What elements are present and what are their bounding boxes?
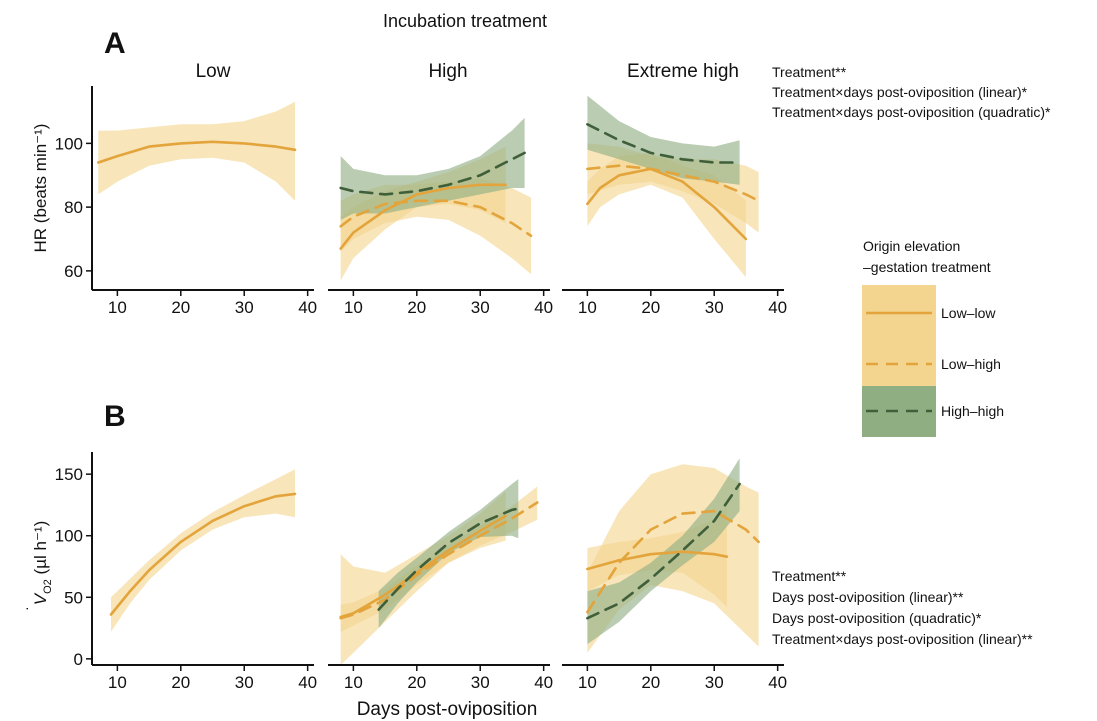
y-label-b-unit: (µl h⁻¹) (31, 521, 50, 575)
y-tick-label-60-a-low: 60 (64, 262, 83, 281)
x-tick-label-20-b-extreme-high: 20 (641, 673, 660, 692)
x-tick-label-40-b-low: 40 (298, 673, 317, 692)
stats-b-line-2: Days post-oviposition (linear)** (772, 589, 964, 605)
fit-line-low-high-b-high (339, 501, 539, 620)
fit-line-high-high-b-extreme-high (586, 482, 741, 620)
y-axis-label-panel-a: HR (beats min⁻¹) (31, 124, 50, 253)
fit-line-high-high-a-extreme-high (586, 123, 741, 164)
y-tick-label-50-b-low: 50 (64, 588, 83, 607)
ci-band-low-low-b-low (111, 469, 295, 632)
fit-line-low-low-b-low (109, 492, 297, 616)
x-tick-label-40-b-extreme-high: 40 (768, 673, 787, 692)
x-tick-label-30-b-extreme-high: 30 (705, 673, 724, 692)
subplot-b-high: 10 20 30 40 (328, 479, 553, 692)
x-tick-label-20-a-low: 20 (171, 298, 190, 317)
y-axis-label-panel-b: VO2 (µl h⁻¹) · (18, 521, 54, 611)
fit-line-low-low-a-high (339, 183, 507, 250)
legend-title-line-1: Origin elevation (863, 238, 960, 254)
x-tick-label-20-a-extreme-high: 20 (641, 298, 660, 317)
subplot-a-high: 10 20 30 40 (328, 117, 553, 317)
ci-band-low-low-a-low (98, 101, 295, 201)
legend: Origin elevation –gestation treatment Lo… (862, 238, 1004, 437)
x-tick-label-10-b-low: 10 (108, 673, 127, 692)
legend-label-low-low: Low–low (941, 305, 996, 321)
svg-text:VO2 (µl h⁻¹): VO2 (µl h⁻¹) (31, 521, 54, 605)
column-title-high: High (428, 61, 467, 82)
fit-line-low-low-b-high (339, 514, 507, 619)
stats-a-line-2: Treatment×days post-oviposition (linear)… (772, 84, 1028, 100)
stats-b-line-4: Treatment×days post-oviposition (linear)… (772, 631, 1033, 647)
stats-a-line-3: Treatment×days post-oviposition (quadrat… (772, 104, 1051, 120)
stats-b-line-3: Days post-oviposition (quadratic)* (772, 610, 982, 626)
x-tick-label-10-a-low: 10 (108, 298, 127, 317)
x-tick-label-10-a-high: 10 (344, 298, 363, 317)
legend-label-high-high: High–high (941, 403, 1004, 419)
y-tick-label-0-b-low: 0 (74, 650, 83, 669)
subplot-b-low: 10 20 30 40 0 50 100 150 (55, 452, 317, 692)
fit-line-low-high-a-high (339, 199, 533, 238)
y-tick-label-150-b-low: 150 (55, 465, 83, 484)
x-tick-label-20-b-low: 20 (171, 673, 190, 692)
x-tick-label-40-a-high: 40 (534, 298, 553, 317)
x-tick-label-40-a-extreme-high: 40 (768, 298, 787, 317)
y-label-b-subscript: O2 (42, 579, 54, 594)
x-tick-label-30-b-high: 30 (471, 673, 490, 692)
fit-line-high-high-b-high (377, 507, 520, 611)
y-tick-label-100-a-low: 100 (55, 134, 83, 153)
stats-panel-a: Treatment** Treatment×days post-oviposit… (772, 64, 1051, 120)
plot-area: 10 20 30 40 60 80 100 10 20 30 40 10 20 30 40 10 20 30 40 0… (55, 86, 787, 692)
x-tick-label-20-b-high: 20 (407, 673, 426, 692)
fit-line-low-low-a-low (97, 140, 297, 164)
x-tick-label-30-b-low: 30 (235, 673, 254, 692)
legend-swatch-low-high (862, 336, 936, 387)
x-tick-label-40-a-low: 40 (298, 298, 317, 317)
x-tick-label-40-b-high: 40 (534, 673, 553, 692)
ci-band-high-high-b-high (378, 479, 519, 629)
subplot-a-low: 10 20 30 40 60 80 100 (55, 86, 317, 317)
x-tick-label-10-a-extreme-high: 10 (578, 298, 597, 317)
column-title-extreme-high: Extreme high (627, 61, 739, 82)
fit-line-high-high-a-high (339, 151, 526, 196)
fit-line-low-low-b-extreme-high (586, 550, 729, 571)
stats-a-line-1: Treatment** (772, 64, 847, 80)
figure-top-title: Incubation treatment (383, 11, 547, 31)
subplot-b-extreme-high: 10 20 30 40 (562, 458, 787, 692)
x-tick-label-30-a-low: 30 (235, 298, 254, 317)
legend-label-low-high: Low–high (941, 356, 1001, 372)
x-tick-label-10-b-extreme-high: 10 (578, 673, 597, 692)
stats-b-line-1: Treatment** (772, 568, 847, 584)
v-dot-glyph: · (18, 606, 34, 611)
legend-title-line-2: –gestation treatment (863, 259, 991, 275)
fit-line-low-high-b-extreme-high (586, 509, 760, 614)
panel-letter-a: A (104, 27, 126, 60)
stats-panel-b: Treatment** Days post-oviposition (linea… (772, 568, 1033, 647)
fit-line-low-high-a-extreme-high (586, 164, 760, 203)
y-label-b-symbol: V (31, 592, 50, 605)
x-tick-label-30-a-extreme-high: 30 (705, 298, 724, 317)
y-tick-label-80-a-low: 80 (64, 198, 83, 217)
legend-swatch-low-low (862, 285, 936, 336)
x-tick-label-20-a-high: 20 (407, 298, 426, 317)
y-tick-label-100-b-low: 100 (55, 527, 83, 546)
subplot-a-extreme-high: 10 20 30 40 (562, 95, 787, 317)
x-tick-label-10-b-high: 10 (344, 673, 363, 692)
column-title-low: Low (196, 61, 231, 82)
x-axis-label: Days post-oviposition (357, 699, 538, 720)
panel-letter-b: B (104, 400, 126, 433)
x-tick-label-30-a-high: 30 (471, 298, 490, 317)
